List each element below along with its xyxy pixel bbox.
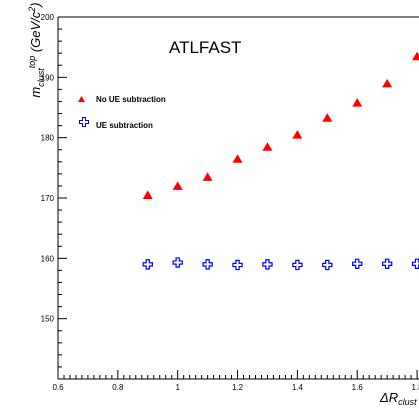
x-axis-ticks: 0.6 0.8 1 1.2 1.4 1.6 1.8 [52, 370, 419, 392]
legend-marker-triangle [78, 96, 85, 102]
data-point-open-cross [142, 259, 153, 270]
legend-label-ue: UE subtraction [96, 121, 153, 130]
data-point-triangle [412, 51, 419, 61]
data-point-open-cross [262, 259, 273, 270]
data-point-open-cross [232, 259, 243, 271]
legend: No UE subtraction UE subtraction [78, 95, 166, 130]
x-tick-label: 1.6 [352, 383, 364, 392]
data-point-triangle [232, 154, 243, 163]
series-open-cross [142, 257, 419, 271]
data-point-triangle [142, 190, 153, 199]
data-point-open-cross [352, 258, 363, 269]
data-point-open-cross [172, 257, 183, 268]
x-tick-label: 0.6 [52, 383, 64, 392]
data-point-triangle [202, 172, 213, 181]
data-point-triangle [262, 142, 273, 151]
y-tick-label: 170 [41, 194, 55, 203]
x-axis-label: ΔRclust [379, 390, 417, 407]
y-tick-label: 190 [41, 73, 55, 82]
data-point-triangle [382, 78, 393, 88]
chart-title: ATLFAST [169, 38, 241, 57]
data-point-open-cross [202, 259, 213, 270]
y-axis-label: mclusttop (GeV/c2) [27, 2, 46, 97]
y-tick-label: 160 [41, 254, 55, 263]
data-point-open-cross [322, 259, 333, 271]
x-tick-label: 1 [175, 383, 180, 392]
legend-marker-open-cross [79, 117, 89, 127]
y-tick-label: 200 [41, 13, 55, 22]
data-point-triangle [352, 98, 363, 107]
data-point-triangle [292, 130, 303, 139]
x-tick-label: 0.8 [112, 383, 124, 392]
data-point-open-cross [381, 258, 393, 269]
x-tick-label: 1.2 [232, 383, 244, 392]
y-tick-label: 180 [41, 134, 55, 143]
y-axis-ticks: 150 160 170 180 190 200 [41, 13, 67, 368]
x-tick-label: 1.4 [292, 383, 304, 392]
data-point-open-cross [292, 259, 303, 271]
data-series [142, 51, 419, 271]
y-tick-label: 150 [41, 315, 55, 324]
series-triangle [142, 51, 419, 199]
legend-label-no-ue: No UE subtraction [96, 95, 166, 104]
data-point-triangle [322, 113, 333, 122]
data-point-open-cross [411, 258, 419, 269]
data-point-triangle [172, 181, 183, 190]
x-tick-label: 1.8 [412, 383, 419, 392]
